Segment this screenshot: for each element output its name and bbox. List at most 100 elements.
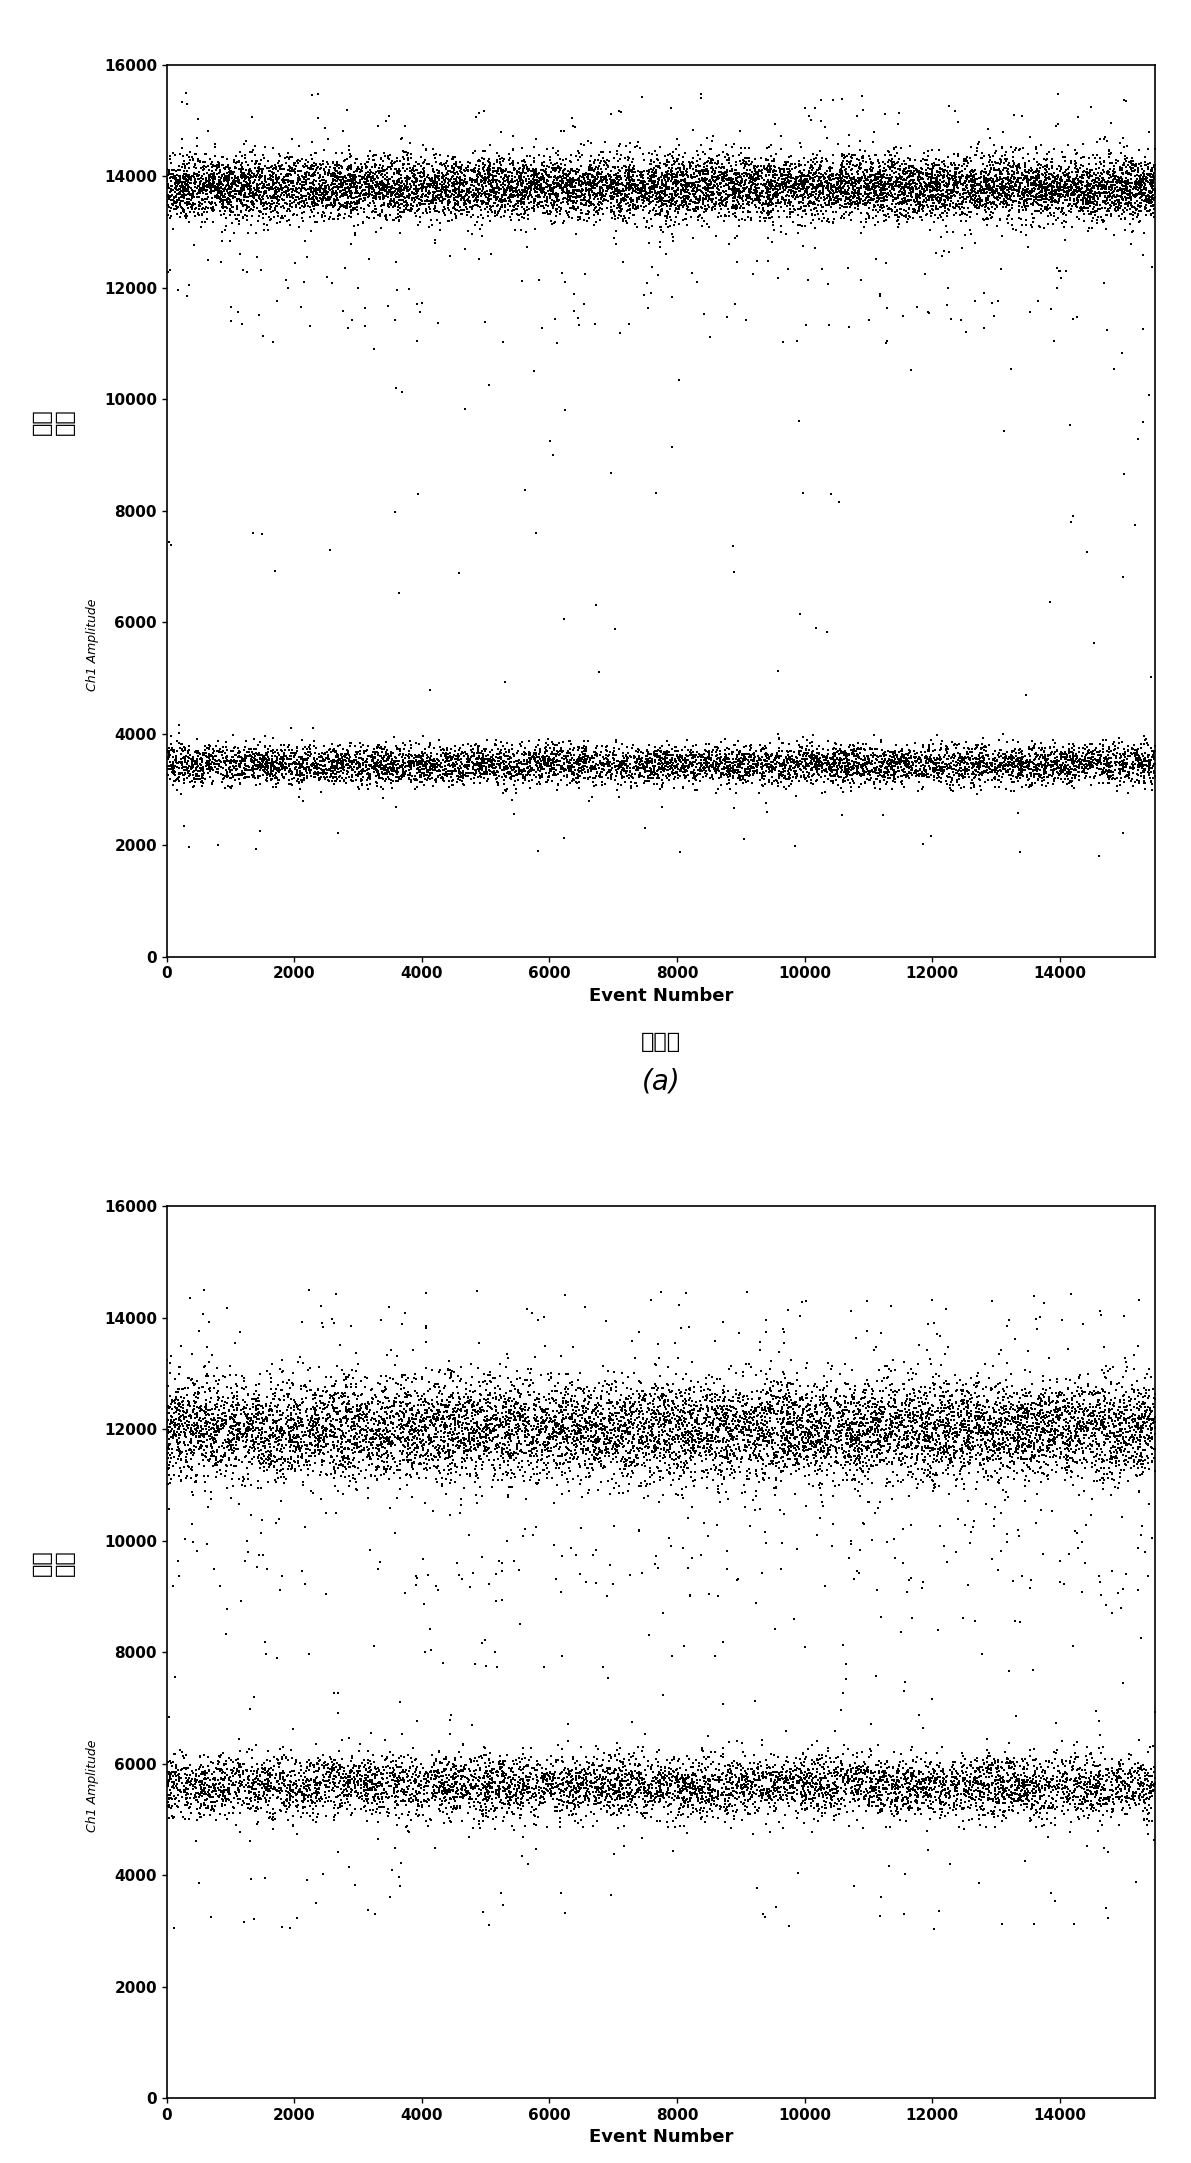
Point [297,1765,316,1800]
Point [584,1808,603,1843]
Point [1135,722,1154,757]
Point [744,173,763,208]
Point [773,1402,792,1436]
Point [732,1441,752,1475]
Point [1074,175,1093,210]
Point [407,288,426,322]
Point [697,1741,716,1776]
Point [853,1467,872,1501]
Point [239,1691,258,1726]
Point [320,1406,339,1441]
Point [181,1402,200,1436]
Point [765,746,784,781]
Point [410,1447,429,1482]
Point [741,738,760,772]
Point [862,746,881,781]
Point [931,1441,950,1475]
Point [361,1765,380,1800]
Point [641,755,660,789]
Point [800,1782,819,1817]
Point [1093,1443,1112,1477]
Point [666,1402,685,1436]
Point [553,1397,572,1432]
Point [251,748,270,783]
Point [282,1425,301,1460]
Point [1031,173,1050,208]
Point [443,203,462,238]
Point [370,740,389,774]
Point [355,167,374,201]
Point [748,158,767,193]
Point [634,1374,653,1408]
Point [451,1761,470,1795]
Point [841,184,860,218]
Point [911,156,930,190]
Point [342,1752,361,1787]
Point [657,201,676,236]
Point [339,759,358,794]
Point [1071,1423,1090,1458]
Point [744,740,763,774]
Point [172,1454,191,1488]
Point [405,177,424,212]
Point [800,1774,819,1808]
Point [732,1389,752,1423]
Point [565,164,584,199]
Point [274,1378,293,1412]
Point [389,180,409,214]
Point [1099,1376,1118,1410]
Point [1128,738,1147,772]
Point [968,1436,987,1471]
Point [763,1389,782,1423]
Point [701,182,721,216]
Point [836,1391,855,1425]
Point [473,1771,492,1806]
Point [176,1395,195,1430]
Point [375,740,394,774]
Point [304,184,323,218]
Point [955,1391,974,1425]
Point [621,193,640,227]
Point [557,175,576,210]
Point [760,1759,779,1793]
Point [843,733,862,768]
Point [888,199,908,234]
Point [194,169,213,203]
Point [245,147,264,182]
Point [916,158,935,193]
Point [1081,1774,1100,1808]
Point [248,167,267,201]
Point [955,182,974,216]
Point [333,1386,353,1421]
Point [809,1789,828,1823]
Point [318,1419,337,1454]
Point [267,1774,286,1808]
Point [817,1774,836,1808]
Point [790,1438,809,1473]
Point [693,171,712,205]
Point [1111,1430,1130,1464]
Point [961,177,980,212]
Point [355,182,374,216]
Point [861,1412,880,1447]
Point [980,162,999,197]
Point [348,1397,367,1432]
Point [472,197,491,231]
Point [599,744,618,779]
Point [348,193,367,227]
Point [543,1415,562,1449]
Point [437,151,456,186]
Point [205,177,224,212]
Point [478,190,497,225]
Point [584,177,603,212]
Point [622,770,641,805]
Point [1129,751,1148,785]
Point [819,746,838,781]
Point [748,755,767,789]
Point [1112,173,1131,208]
Point [969,175,989,210]
Point [681,1776,700,1810]
Point [540,1404,559,1438]
Point [285,761,304,796]
Point [318,156,337,190]
